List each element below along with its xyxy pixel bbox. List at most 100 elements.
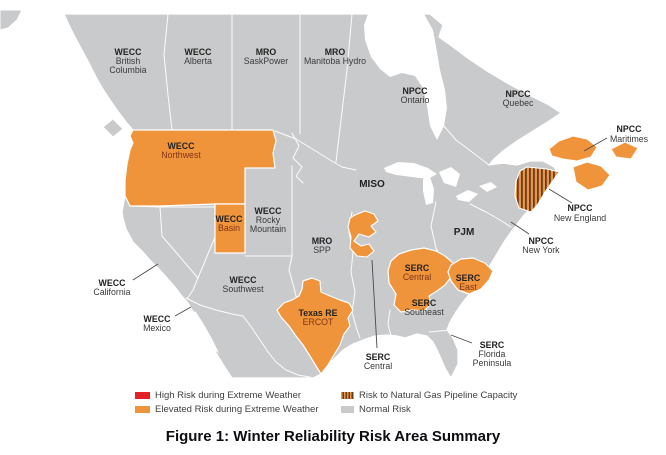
region-wecc-northwest (124, 129, 277, 207)
svg-text:Mountain: Mountain (250, 224, 286, 234)
svg-text:WECC: WECC (115, 47, 143, 57)
svg-text:MRO: MRO (256, 47, 277, 57)
region-npcc-maritimes-nb (548, 135, 598, 162)
label-mro-saskpower: MRO SaskPower (244, 47, 289, 66)
region-serc-central-pointer-area (347, 210, 379, 258)
region-npcc-new-england (514, 166, 560, 213)
label-npcc-quebec: NPCC Quebec (503, 89, 534, 108)
svg-text:Manitoba Hydro: Manitoba Hydro (304, 56, 366, 66)
svg-text:SPP: SPP (313, 245, 331, 255)
legend-elevated-risk: Elevated Risk during Extreme Weather (135, 404, 319, 415)
svg-text:Rocky: Rocky (256, 215, 281, 225)
label-wecc-british-columbia: WECC British Columbia (109, 47, 146, 75)
label-serc-central: SERC Central (403, 263, 431, 282)
label-mro-manitoba-hydro: MRO Manitoba Hydro (304, 47, 366, 66)
label-wecc-southwest: WECC Southwest (222, 275, 264, 294)
label-npcc-new-york: NPCC New York (522, 236, 560, 255)
svg-text:Southeast: Southeast (404, 307, 444, 317)
lake-huron (439, 167, 460, 187)
region-npcc-maritimes-nf (610, 141, 639, 160)
svg-text:WECC: WECC (216, 214, 244, 224)
region-serc-east (447, 257, 494, 295)
callout-florida (450, 334, 473, 344)
svg-text:NPCC: NPCC (506, 89, 532, 99)
pipeline-risk-swatch (341, 392, 354, 399)
svg-text:MISO: MISO (359, 179, 385, 190)
svg-text:Maritimes: Maritimes (610, 134, 649, 144)
legend-pipeline-risk-label: Risk to Natural Gas Pipeline Capacity (359, 390, 518, 401)
border-ny-pjm (469, 203, 512, 228)
north-america-risk-map: WECC British Columbia WECC Alberta MRO S… (0, 9, 649, 379)
legend-normal-risk: Normal Risk (341, 404, 411, 415)
svg-text:New England: New England (554, 213, 606, 223)
border-bc-alberta (163, 13, 173, 131)
label-miso: MISO (359, 179, 385, 190)
label-serc-east: SERC East (456, 273, 481, 292)
svg-text:MRO: MRO (325, 47, 346, 57)
alaska-corner (0, 9, 23, 31)
region-wecc-basin (214, 203, 246, 254)
svg-text:Ontario: Ontario (401, 95, 430, 105)
legend-high-risk-label: High Risk during Extreme Weather (155, 390, 302, 401)
region-serc-central (387, 247, 457, 313)
label-wecc-california: WECC California (93, 278, 130, 297)
callout-california (132, 263, 159, 281)
region-npcc-maritimes-ns (572, 161, 611, 191)
svg-text:New York: New York (522, 245, 560, 255)
callout-maritimes (583, 137, 608, 152)
border-quebec-us (488, 162, 518, 166)
svg-text:NPCC: NPCC (403, 86, 429, 96)
svg-text:WECC: WECC (99, 278, 127, 288)
label-pjm: PJM (454, 227, 475, 238)
border-florida-peninsula (428, 329, 452, 333)
lake-michigan (423, 177, 434, 205)
label-wecc-mexico: WECC Mexico (143, 314, 171, 333)
svg-text:Basin: Basin (218, 223, 240, 233)
lake-superior (384, 162, 437, 179)
svg-text:ERCOT: ERCOT (303, 317, 334, 327)
svg-text:Quebec: Quebec (503, 98, 534, 108)
svg-text:Florida: Florida (479, 349, 506, 359)
svg-text:SERC: SERC (412, 298, 437, 308)
svg-text:Peninsula: Peninsula (473, 358, 512, 368)
svg-text:Central: Central (364, 361, 392, 371)
svg-text:WECC: WECC (144, 314, 172, 324)
border-ontario-quebec (443, 125, 490, 166)
svg-text:SaskPower: SaskPower (244, 56, 289, 66)
svg-text:NPCC: NPCC (568, 203, 594, 213)
callout-mexico (174, 306, 192, 317)
label-serc-central-pointer: SERC Central (364, 352, 392, 371)
svg-text:WECC: WECC (168, 141, 196, 151)
svg-text:NPCC: NPCC (617, 124, 643, 134)
label-mro-spp: MRO SPP (312, 236, 333, 255)
border-us-canada (274, 130, 357, 171)
svg-text:Northwest: Northwest (161, 150, 201, 160)
svg-text:East: East (459, 282, 477, 292)
svg-text:SERC: SERC (456, 273, 481, 283)
svg-text:MRO: MRO (312, 236, 333, 246)
svg-text:WECC: WECC (230, 275, 258, 285)
hudson-bay (364, 14, 447, 140)
elevated-risk-swatch (135, 406, 150, 413)
svg-text:Mexico: Mexico (143, 323, 171, 333)
legend-normal-risk-label: Normal Risk (359, 404, 411, 415)
svg-text:SERC: SERC (366, 352, 391, 362)
label-npcc-ontario: NPCC Ontario (401, 86, 430, 105)
border-manitoba-ontario (335, 13, 353, 163)
gulf-of-california (191, 310, 219, 353)
svg-text:SERC: SERC (405, 263, 430, 273)
legend-pipeline-risk: Risk to Natural Gas Pipeline Capacity (341, 390, 517, 401)
svg-text:Texas RE: Texas RE (299, 308, 338, 318)
svg-text:WECC: WECC (185, 47, 213, 57)
label-texas-re-ercot: Texas RE ERCOT (299, 308, 338, 327)
svg-text:Southwest: Southwest (222, 284, 264, 294)
svg-text:Alberta: Alberta (184, 56, 212, 66)
label-serc-southeast: SERC Southeast (404, 298, 444, 317)
svg-text:WECC: WECC (255, 206, 283, 216)
border-southeast-west (387, 309, 392, 337)
label-wecc-rocky-mountain: WECC Rocky Mountain (250, 206, 286, 234)
svg-text:SERC: SERC (480, 340, 505, 350)
svg-text:Columbia: Columbia (109, 65, 146, 75)
normal-risk-swatch (341, 406, 354, 413)
